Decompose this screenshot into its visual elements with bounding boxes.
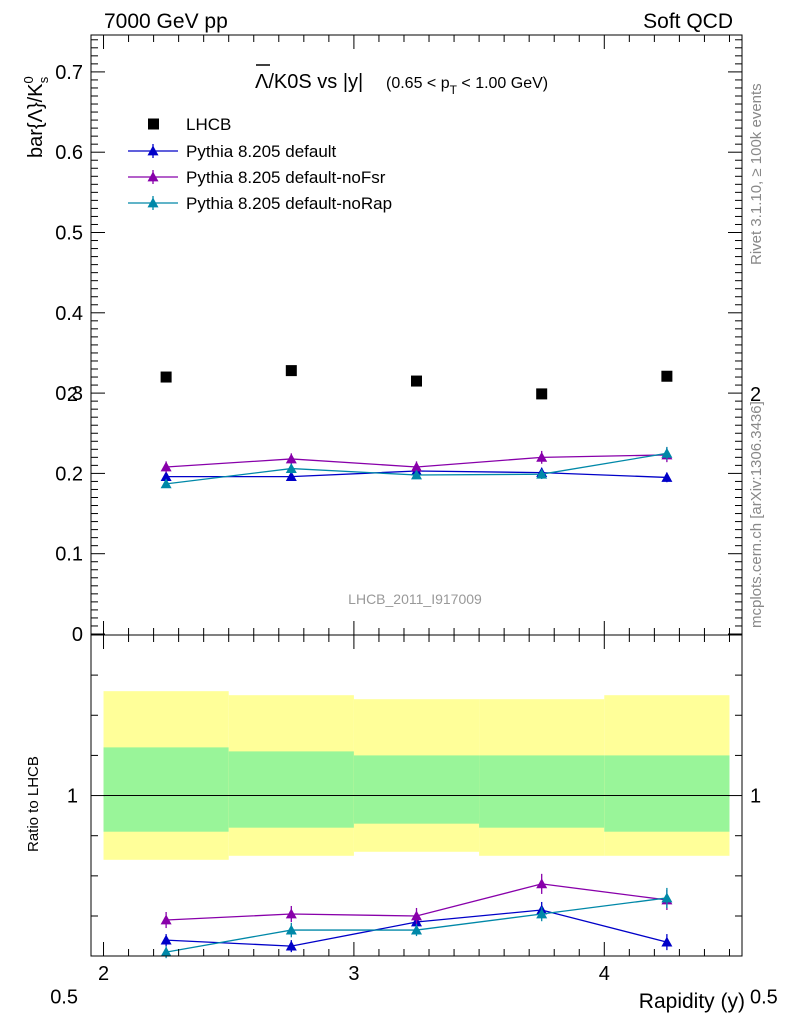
legend-label: Pythia 8.205 default-noFsr [186, 168, 386, 187]
title-text: /K0S vs |y| [268, 71, 363, 93]
ratio-data-point [536, 908, 548, 919]
main-y-label-text: bar{Λ}/K [25, 83, 47, 158]
main-data-point [285, 365, 297, 377]
process-label: Soft QCD [643, 10, 733, 33]
ratio-plot-marks [160, 873, 673, 959]
x-tick-label: 3 [348, 963, 359, 985]
legend-marker [147, 197, 159, 208]
main-y-tick-label: 0.5 [55, 223, 83, 245]
main-series-0 [160, 365, 673, 400]
main-y-tick-label: 0 [72, 624, 83, 646]
ratio-y-tick-label-left: 2 [67, 384, 78, 406]
legend-label: Pythia 8.205 default [186, 142, 337, 161]
x-axis-label: Rapidity (y) [639, 990, 745, 1013]
ratio-inner-band [353, 755, 480, 824]
main-y-tick-label: 0.4 [55, 303, 83, 325]
ratio-data-point [160, 946, 172, 957]
ratio-axes: 0.5 0.5 1 1 2 2 2 3 4 [50, 384, 778, 1008]
mcplots-label: mcplots.cern.ch [arXiv:1306.3436] [748, 401, 765, 628]
ratio-inner-band [103, 747, 229, 832]
analysis-id: LHCB_2011_I917009 [348, 591, 482, 607]
ratio-data-point [661, 892, 673, 903]
main-data-point [411, 461, 422, 472]
ratio-y-tick-label-left: 1 [67, 786, 78, 808]
main-data-point [160, 471, 172, 482]
main-y-label-sup: 0 [21, 76, 36, 83]
ratio-y-tick-label-right: 1 [750, 786, 761, 808]
title-main: Λ/K0S vs |y| [255, 71, 363, 93]
ratio-inner-band [228, 751, 354, 828]
main-data-point [661, 370, 673, 382]
ratio-data-point [411, 924, 422, 935]
title-cut-sub: T [450, 83, 458, 97]
ratio-y-axis-label: Ratio to LHCB [25, 756, 42, 852]
main-axes: 0 0.1 0.2 0.3 0.4 0.5 0.6 0.7 [55, 35, 742, 646]
main-y-axis-label: bar{Λ}/K0s [21, 76, 51, 158]
ratio-series-1 [160, 873, 673, 929]
legend: LHCB Pythia 8.205 default Pythia 8.205 def… [128, 115, 392, 213]
main-y-tick-label: 0.3 [55, 383, 83, 405]
ratio-y-tick-label-right: 0.5 [750, 986, 778, 1008]
main-data-point [285, 463, 297, 473]
main-series-2 [160, 447, 673, 473]
main-data-point [285, 453, 297, 464]
ratio-panel: 0.5 0.5 1 1 2 2 2 3 4 Ratio to LHCB Rapidity (y) [25, 384, 778, 1013]
title-lambda: Λ [255, 71, 269, 93]
main-plot-marks [160, 365, 673, 489]
ratio-data-point [160, 934, 172, 945]
main-data-point [285, 471, 297, 482]
title-cut: (0.65 < pT < 1.00 GeV) [386, 75, 548, 97]
ratio-data-point [285, 940, 297, 951]
main-data-point [411, 375, 422, 387]
ratio-data-point [285, 924, 297, 935]
ratio-y-tick-label-right: 2 [750, 384, 761, 406]
ratio-uncertainty-bands [103, 691, 730, 860]
legend-marker [147, 171, 159, 182]
main-y-tick-label: 0.6 [55, 142, 83, 164]
x-tick-label: 4 [599, 963, 610, 985]
legend-label: LHCB [186, 115, 231, 134]
ratio-series-2 [160, 887, 673, 959]
legend-label: Pythia 8.205 default-noRap [186, 194, 392, 213]
rivet-version-label: Rivet 3.1.10, ≥ 100k events [748, 83, 765, 265]
main-y-tick-label: 0.7 [55, 62, 83, 84]
ratio-y-tick-label-left: 0.5 [50, 986, 78, 1008]
ratio-data-point [411, 910, 422, 921]
x-tick-label: 2 [98, 963, 109, 985]
ratio-data-point [536, 878, 548, 889]
title-cut-suffix: < 1.00 GeV) [457, 75, 548, 92]
main-y-tick-label: 0.2 [55, 463, 83, 485]
ratio-data-point [160, 914, 172, 925]
legend-marker [148, 118, 159, 130]
main-panel: 0 0.1 0.2 0.3 0.4 0.5 0.6 0.7 Λ/K0S vs |y| (0.6… [21, 34, 743, 646]
main-series-3 [160, 446, 673, 489]
main-data-point [536, 451, 548, 462]
plot-title: Λ/K0S vs |y| (0.65 < pT < 1.00 GeV) [255, 64, 548, 97]
main-data-point [160, 478, 172, 489]
ratio-data-point [661, 936, 673, 947]
main-data-point [160, 371, 172, 383]
main-data-point [411, 469, 422, 480]
main-y-label-sub: s [36, 76, 51, 83]
main-data-point [160, 461, 172, 472]
main-data-point [661, 471, 673, 482]
ratio-inner-band [604, 755, 730, 832]
main-data-point [661, 447, 673, 458]
ratio-inner-band [479, 755, 605, 828]
legend-marker [147, 145, 159, 156]
collision-label: 7000 GeV pp [104, 10, 228, 33]
title-cut-prefix: (0.65 < p [386, 75, 450, 92]
ratio-data-point [285, 908, 297, 919]
main-y-tick-label: 0.1 [55, 544, 83, 566]
main-data-point [536, 388, 548, 400]
main-data-point [536, 468, 548, 479]
